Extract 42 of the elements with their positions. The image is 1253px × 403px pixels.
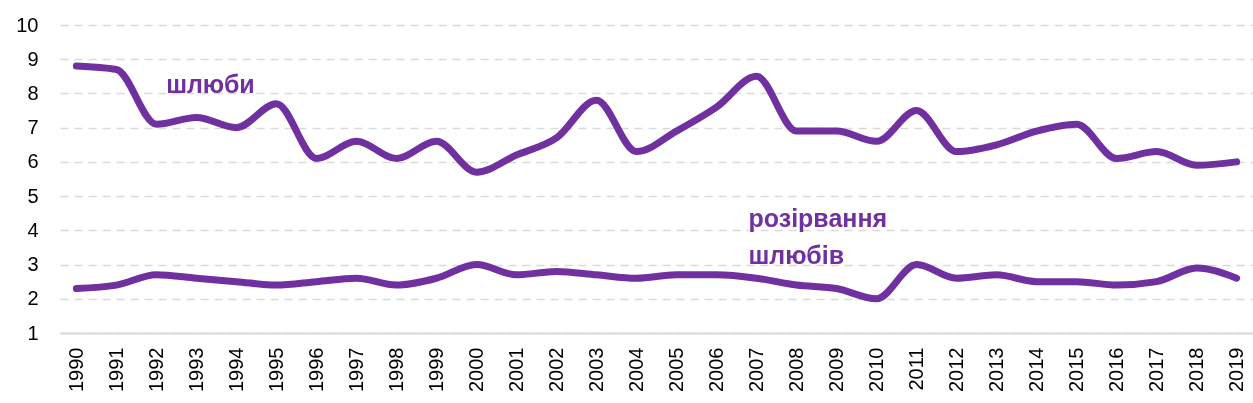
y-tick-label: 4 [27, 218, 39, 241]
y-tick-label: 2 [27, 287, 39, 310]
series-label: розірвання шлюбів [748, 204, 888, 270]
y-tick-label: 6 [27, 150, 39, 173]
series-label: шлюби [166, 70, 255, 99]
x-tick-label: 2018 [1185, 347, 1208, 392]
x-tick-label: 2013 [985, 347, 1008, 392]
x-tick-label: 1994 [224, 347, 247, 392]
x-tick-label: 1993 [184, 347, 207, 392]
x-tick-label: 1991 [104, 347, 127, 392]
y-tick-label: 9 [27, 47, 39, 70]
x-tick-label: 2015 [1065, 347, 1088, 392]
y-tick-label: 7 [27, 116, 39, 139]
x-tick-label: 2005 [665, 347, 687, 392]
x-tick-label: 1995 [264, 347, 287, 392]
x-tick-label: 2004 [625, 347, 647, 392]
y-tick-label: 3 [27, 253, 39, 276]
y-tick-label: 1 [27, 321, 39, 344]
x-tick-label: 2006 [705, 347, 728, 392]
x-tick-label: 2003 [584, 347, 607, 392]
x-tick-label: 2008 [785, 347, 808, 392]
x-tick-label: 2016 [1105, 347, 1128, 392]
x-tick-label: 2001 [504, 347, 527, 392]
x-tick-label: 2012 [945, 347, 968, 392]
x-tick-label: 2000 [464, 347, 487, 392]
x-tick-label: 1998 [384, 347, 407, 392]
x-tick-label: 2019 [1225, 347, 1248, 392]
x-tick-label: 1999 [424, 347, 447, 392]
x-tick-label: 2007 [745, 347, 768, 392]
x-tick-label: 2010 [865, 347, 888, 392]
x-tick-label: 2009 [825, 347, 848, 392]
x-tick-label: 1996 [304, 347, 327, 392]
x-tick-label: 2011 [905, 347, 928, 391]
x-tick-label: 2014 [1025, 347, 1048, 392]
x-tick-label: 2002 [544, 347, 567, 392]
x-tick-label: 1990 [64, 347, 87, 392]
y-tick-label: 5 [27, 184, 39, 207]
y-tick-label: 8 [27, 81, 39, 104]
x-tick-label: 2017 [1145, 347, 1168, 392]
x-tick-label: 1997 [344, 347, 367, 392]
x-tick-label: 1992 [144, 347, 167, 392]
y-tick-label: 10 [16, 13, 39, 36]
